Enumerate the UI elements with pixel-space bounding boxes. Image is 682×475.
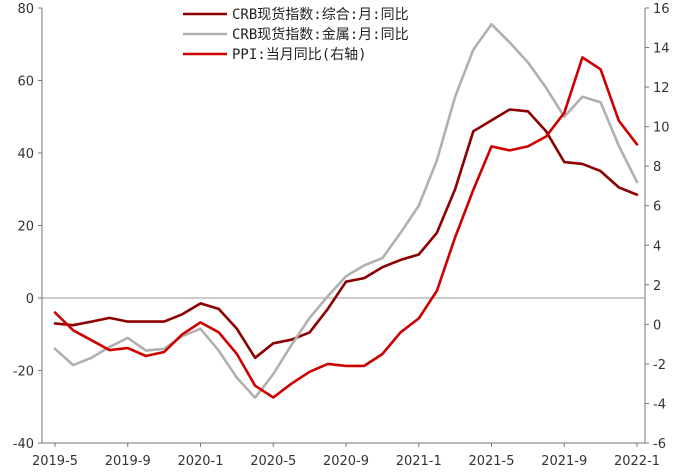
series-line-2 bbox=[53, 56, 639, 399]
left-tick-label: 60 bbox=[17, 75, 34, 90]
right-tick-label: -4 bbox=[653, 397, 666, 412]
right-tick-label: -6 bbox=[653, 437, 666, 452]
x-tick-label: 2020-1 bbox=[177, 454, 223, 469]
left-tick-label: -20 bbox=[13, 365, 34, 380]
legend: CRB现货指数:综合:月:同比 CRB现货指数:金属:月:同比 PPI:当月同比(右… bbox=[183, 6, 409, 63]
left-tick-label: 80 bbox=[17, 2, 34, 17]
series-line-0 bbox=[53, 108, 639, 360]
left-tick-label: 20 bbox=[17, 220, 34, 235]
right-tick-label: 8 bbox=[653, 160, 661, 175]
x-tick-label: 2020-9 bbox=[323, 454, 369, 469]
chart-frame bbox=[41, 8, 646, 444]
right-tick-label: 14 bbox=[653, 42, 670, 57]
right-tick-label: 2 bbox=[653, 279, 661, 294]
right-tick-label: -2 bbox=[653, 358, 666, 373]
series-layer bbox=[53, 22, 639, 400]
left-tick-label: -40 bbox=[13, 437, 34, 452]
series-line-1 bbox=[53, 22, 639, 400]
right-tick-label: 4 bbox=[653, 239, 661, 254]
x-tick-label: 2021-5 bbox=[468, 454, 514, 469]
left-tick-label: 0 bbox=[26, 292, 34, 307]
right-tick-label: 12 bbox=[653, 81, 670, 96]
legend-label: CRB现货指数:综合:月:同比 bbox=[232, 6, 409, 23]
x-tick-label: 2019-5 bbox=[32, 454, 78, 469]
left-axis: 80 60 40 20 0 -20 -40 bbox=[13, 2, 42, 452]
x-axis: 2019-5 2019-9 2020-1 2020-5 2020-9 2021-1 2021… bbox=[32, 443, 660, 469]
x-tick-label: 2020-5 bbox=[250, 454, 296, 469]
left-tick-label: 40 bbox=[17, 147, 34, 162]
right-axis: 16 14 12 10 8 6 4 2 0 -2 -4 -6 bbox=[645, 2, 670, 452]
legend-label: PPI:当月同比(右轴) bbox=[232, 47, 367, 63]
right-tick-label: 6 bbox=[653, 200, 661, 215]
legend-label: CRB现货指数:金属:月:同比 bbox=[232, 26, 409, 43]
x-tick-label: 2022-1 bbox=[614, 454, 660, 469]
x-tick-label: 2021-9 bbox=[541, 454, 587, 469]
right-tick-label: 0 bbox=[653, 318, 661, 333]
x-tick-label: 2021-1 bbox=[396, 454, 442, 469]
x-tick-label: 2019-9 bbox=[105, 454, 151, 469]
right-tick-label: 10 bbox=[653, 121, 670, 136]
right-tick-label: 16 bbox=[653, 2, 670, 17]
